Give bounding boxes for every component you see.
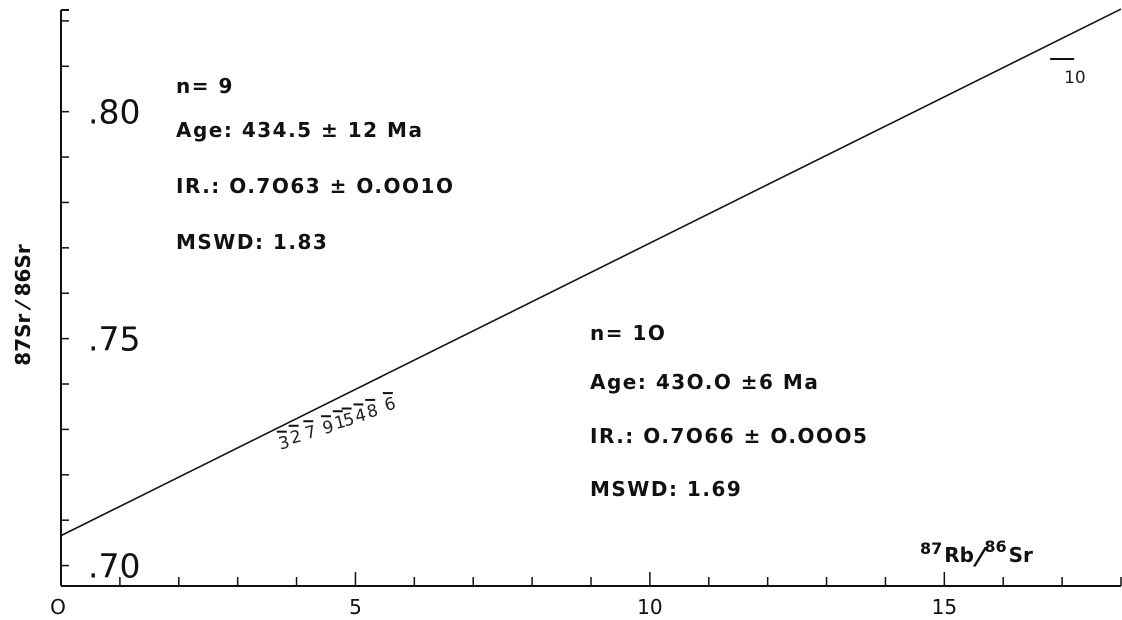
x-axis-label-sup1: 87 bbox=[920, 539, 942, 558]
data-point-label: 9 bbox=[321, 417, 336, 439]
ticks bbox=[61, 20, 1122, 586]
stats-n9-mswd: MSWD: 1.83 bbox=[176, 230, 328, 254]
regression-line bbox=[60, 8, 1122, 537]
stats-n10-age: Age: 43O.O ±6 Ma bbox=[590, 370, 819, 394]
x-tick-label: 15 bbox=[932, 595, 957, 619]
regression-line-group bbox=[60, 8, 1122, 537]
y-axis-label: 87Sr ⁄ 86Sr bbox=[11, 244, 35, 366]
y-tick-label: .75 bbox=[88, 320, 140, 359]
stats-n9-age: Age: 434.5 ± 12 Ma bbox=[176, 118, 423, 142]
data-point-label: 8 bbox=[365, 401, 380, 423]
data-point-label: 10 bbox=[1064, 68, 1086, 88]
y-tick-label: .70 bbox=[88, 547, 140, 586]
stats-n10-n: n= 1O bbox=[590, 321, 666, 345]
stats-n10: n= 1O Age: 43O.O ±6 Ma IR.: O.7O66 ± O.O… bbox=[590, 321, 868, 501]
data-point-label: 7 bbox=[303, 422, 318, 444]
stats-n10-mswd: MSWD: 1.69 bbox=[590, 477, 742, 501]
x-tick-label: 5 bbox=[349, 595, 362, 619]
data-point-label: 1 bbox=[332, 412, 347, 434]
data-point-label: 3 bbox=[276, 432, 291, 454]
x-axis-label-sr: Sr bbox=[1009, 543, 1033, 567]
data-point-label: 2 bbox=[288, 427, 303, 449]
y-tick-label: .80 bbox=[88, 93, 140, 132]
data-point-label: 6 bbox=[382, 394, 397, 416]
x-tick-label: 10 bbox=[637, 595, 662, 619]
stats-n9-n: n= 9 bbox=[176, 74, 234, 98]
x-tick-label: O bbox=[50, 595, 66, 619]
stats-n10-ir: IR.: O.7O66 ± O.OOO5 bbox=[590, 424, 868, 448]
x-axis-label-rb: Rb bbox=[944, 543, 974, 567]
stats-n9-ir: IR.: O.7O63 ± O.OO1O bbox=[176, 174, 454, 198]
x-axis-label-sup2: 86 bbox=[984, 537, 1006, 556]
data-point-label: 4 bbox=[353, 405, 368, 427]
stats-n9: n= 9 Age: 434.5 ± 12 Ma IR.: O.7O63 ± O.… bbox=[176, 74, 454, 254]
data-point-label: 5 bbox=[341, 409, 356, 431]
tick-labels: O 5 10 15.70.75.80 bbox=[50, 93, 957, 619]
x-axis-label: 87 Rb ⁄ 86 Sr bbox=[920, 537, 1033, 573]
